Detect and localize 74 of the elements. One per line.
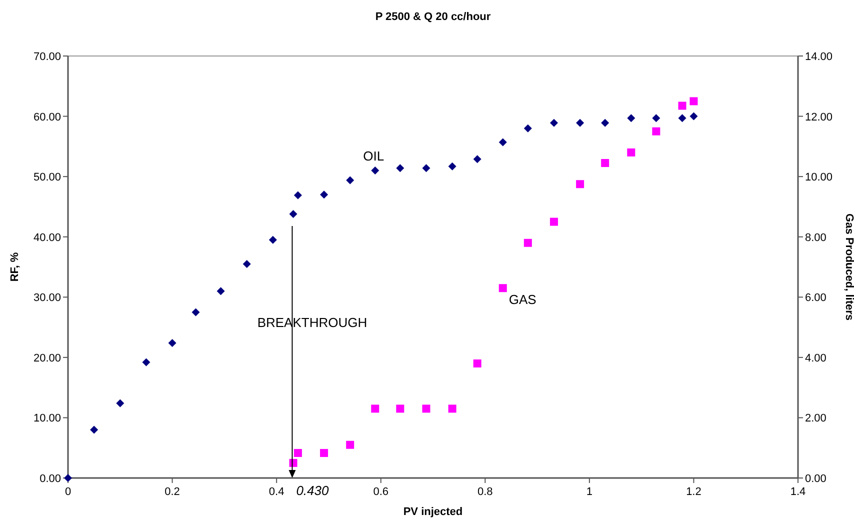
- point: [320, 448, 328, 457]
- y2-tick-label: 0.00: [805, 473, 826, 485]
- point: [422, 164, 430, 172]
- series-label: OIL: [363, 148, 384, 164]
- y-tick-label: 20.00: [33, 352, 61, 364]
- x-tick-label: 0.4: [268, 486, 284, 498]
- point: [601, 118, 610, 127]
- y-tick-label: 50.00: [33, 172, 61, 184]
- point: [294, 448, 302, 457]
- x-tick-label: 0.8: [477, 486, 493, 498]
- point: [576, 180, 584, 188]
- point: [498, 284, 507, 292]
- y2-tick-label: 4.00: [805, 352, 826, 364]
- point: [448, 404, 456, 413]
- point: [289, 210, 298, 218]
- point: [550, 218, 558, 226]
- point: [346, 440, 354, 449]
- point: [690, 97, 698, 106]
- point: [142, 358, 150, 366]
- y-tick-label: 10.00: [33, 412, 61, 425]
- point: [346, 176, 354, 184]
- point: [473, 359, 482, 368]
- chart-title: P 2500 & Q 20 cc/hour: [375, 11, 492, 23]
- x-tick-label: 0.6: [373, 486, 389, 498]
- y2-tick-label: 2.00: [805, 412, 826, 425]
- point: [678, 114, 686, 122]
- point: [294, 191, 302, 200]
- y2-axis-title: Gas Produced, liters: [843, 214, 854, 320]
- y2-tick-label: 14.00: [805, 51, 833, 63]
- point: [550, 118, 558, 127]
- point: [320, 190, 328, 199]
- point: [216, 287, 225, 296]
- x-tick-label: 1.4: [790, 486, 806, 498]
- point: [627, 148, 636, 156]
- point: [652, 127, 660, 136]
- point: [242, 260, 251, 268]
- point: [448, 162, 456, 170]
- point: [90, 426, 98, 434]
- x-tick-label: 1: [586, 486, 592, 498]
- point: [396, 164, 404, 172]
- y-tick-label: 30.00: [33, 292, 61, 304]
- point: [371, 404, 380, 413]
- y-axis-title: RF, %: [9, 252, 21, 282]
- x-tick-label: 0.2: [164, 486, 180, 498]
- point: [627, 114, 636, 122]
- y-tick-label: 70.00: [33, 51, 61, 63]
- x-axis-title: PV injected: [403, 506, 463, 518]
- point: [396, 404, 404, 413]
- point: [498, 138, 507, 146]
- point: [116, 399, 124, 408]
- point: [678, 102, 686, 110]
- y2-tick-label: 10.00: [805, 172, 833, 184]
- y2-tick-label: 12.00: [805, 111, 833, 124]
- y-tick-label: 0.00: [40, 473, 61, 485]
- point: [601, 159, 610, 168]
- point: [422, 404, 430, 413]
- point: [576, 118, 584, 127]
- point: [690, 112, 698, 120]
- point: [371, 166, 380, 175]
- point: [168, 338, 176, 347]
- point: [268, 236, 277, 244]
- y2-tick-label: 8.00: [805, 232, 826, 244]
- point: [524, 238, 532, 247]
- point: [473, 155, 482, 164]
- point: [524, 124, 532, 132]
- point: [192, 308, 200, 316]
- legend-label: 0.430: [296, 483, 330, 498]
- x-tick-label: 0: [64, 486, 72, 498]
- y2-tick-label: 6.00: [805, 292, 826, 304]
- y-tick-label: 60.00: [33, 111, 61, 124]
- point: [652, 114, 660, 122]
- x-tick-label: 1.2: [686, 486, 702, 498]
- y-tick-label: 40.00: [33, 232, 61, 244]
- series-label: GAS: [508, 292, 537, 308]
